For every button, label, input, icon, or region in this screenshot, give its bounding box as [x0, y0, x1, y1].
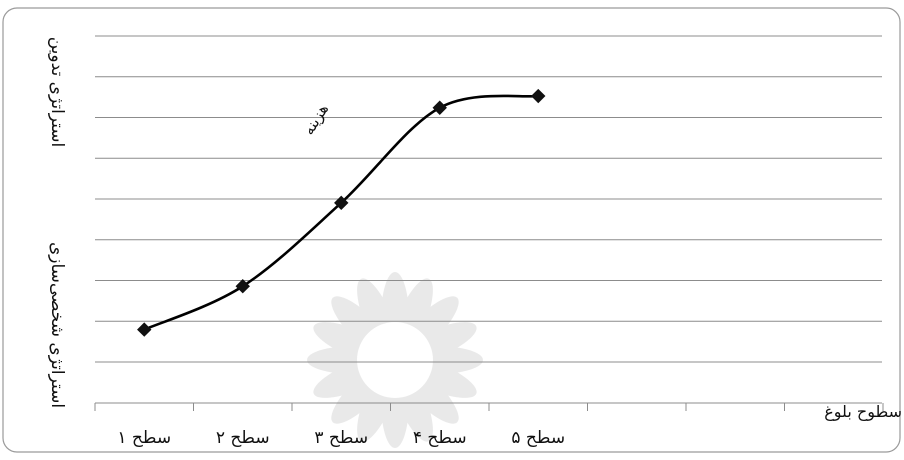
- watermark-petal: [389, 355, 433, 442]
- watermark-petal: [390, 355, 459, 424]
- x-axis-title: سطوح بلوغ: [824, 402, 902, 422]
- watermark-petal: [313, 322, 400, 366]
- data-point-marker: [137, 322, 152, 337]
- watermark-petal: [313, 354, 400, 398]
- watermark-petal: [390, 296, 459, 365]
- x-tick-label: سطح ۴: [413, 428, 467, 448]
- x-axis: [94, 402, 884, 411]
- watermark-petal: [331, 355, 400, 424]
- gridlines: [95, 35, 882, 363]
- watermark-petal: [307, 346, 399, 374]
- watermark-petal: [357, 355, 401, 442]
- y-label-top: استراتژی تدوین: [47, 37, 67, 148]
- x-tick-label: سطح ۳: [314, 428, 368, 448]
- watermark-petal: [391, 346, 483, 374]
- watermark-petal: [390, 354, 477, 398]
- watermark-rosette: [307, 272, 483, 448]
- chart-labels: سطح ۱ سطح ۲ سطح ۳ سطح ۴ سطح ۵ سطوح بلوغ استرات…: [47, 37, 902, 448]
- data-point-marker: [334, 195, 349, 211]
- watermark-petal: [381, 356, 409, 448]
- chart-border: [2, 7, 901, 453]
- data-point-marker: [235, 279, 250, 294]
- data-point-marker: [531, 88, 546, 104]
- watermark-petal: [381, 272, 409, 364]
- watermark-petal: [390, 322, 477, 366]
- data-point-marker: [432, 100, 447, 115]
- x-tick-label: سطح ۵: [511, 428, 565, 448]
- watermark-petal: [331, 296, 400, 365]
- series-line: [137, 88, 546, 337]
- x-tick-label: سطح ۱: [117, 428, 171, 448]
- x-tick-label: سطح ۲: [216, 428, 270, 448]
- y-label-bottom: استراتژی شخصی‌سازی: [47, 242, 67, 408]
